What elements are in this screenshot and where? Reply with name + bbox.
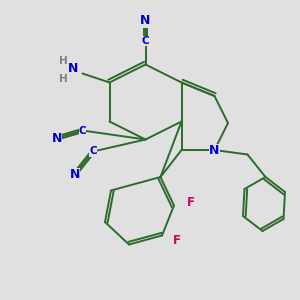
Text: N: N	[70, 167, 80, 181]
Text: N: N	[140, 14, 151, 28]
Text: H: H	[58, 74, 68, 85]
Text: F: F	[187, 196, 194, 209]
Text: H: H	[58, 56, 68, 67]
Text: N: N	[68, 62, 79, 76]
Text: C: C	[79, 125, 86, 136]
Text: C: C	[142, 35, 149, 46]
Text: N: N	[52, 131, 62, 145]
Text: F: F	[173, 233, 181, 247]
Text: C: C	[89, 146, 97, 157]
Text: N: N	[209, 143, 220, 157]
